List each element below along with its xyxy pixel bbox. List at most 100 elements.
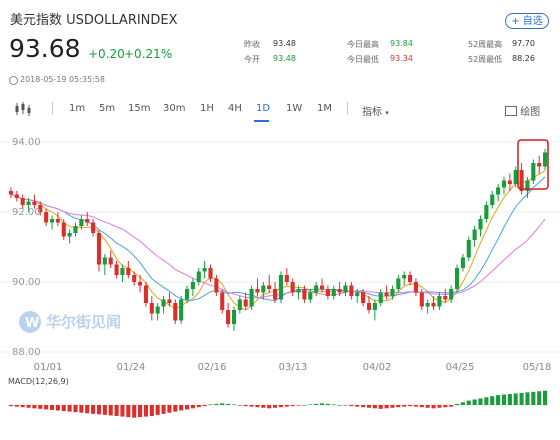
candle-body [249, 289, 254, 307]
x-tick-label: 03/13 [279, 362, 308, 373]
macd-bar [8, 405, 13, 407]
macd-bar [337, 405, 342, 406]
svg-text:W: W [25, 316, 39, 331]
macd-bar [231, 404, 237, 406]
candle-body [138, 282, 143, 286]
macd-bar [108, 405, 113, 416]
macd-bar [226, 403, 231, 405]
active-tab-indicator [254, 120, 269, 122]
tab-1h[interactable]: 1H [200, 103, 214, 114]
ma-line [10, 194, 546, 299]
macd-bar [96, 405, 102, 415]
candle-body [220, 292, 225, 310]
macd-bar [284, 405, 289, 407]
tab-1d[interactable]: 1D [256, 103, 271, 114]
candle-body [349, 285, 354, 296]
candle-body [296, 289, 301, 293]
candle-body [402, 275, 407, 279]
candle-body [490, 194, 495, 205]
candle-body [126, 268, 131, 275]
add-to-watchlist-button[interactable]: + 自选 [505, 13, 549, 29]
candle-body [302, 289, 307, 300]
candle-body [460, 257, 465, 268]
candle-body [372, 303, 377, 310]
x-tick-label: 05/18 [523, 362, 552, 373]
candle-body [61, 222, 66, 237]
macd-bar [343, 405, 348, 406]
candle-body [108, 257, 113, 265]
tab-15m[interactable]: 15m [128, 103, 151, 114]
watermark-logo-icon [19, 311, 41, 333]
candle-body [343, 285, 348, 293]
indicator-menu[interactable]: 指标 ▾ [362, 103, 389, 118]
candle-body [361, 292, 366, 303]
caret-down-icon: ▾ [385, 109, 389, 117]
candle-body [378, 292, 383, 303]
timestamp: 2018-05-19 05:35:58 [20, 75, 105, 84]
macd-bar [396, 405, 401, 408]
tab-5m[interactable]: 5m [99, 103, 116, 114]
macd-bar [149, 405, 154, 416]
macd-bar [120, 405, 125, 417]
x-tick-label: 04/25 [446, 362, 475, 373]
macd-bar [478, 398, 483, 405]
candle-body [278, 275, 283, 300]
candle-body [308, 292, 313, 300]
candle-body [96, 233, 102, 265]
candles [8, 149, 548, 331]
macd-bar [132, 405, 137, 418]
stat-label-52w-high: 52周最高 [468, 40, 503, 49]
y-tick-label: 90.00 [12, 277, 41, 288]
candlestick-chart-icon[interactable] [13, 100, 33, 118]
candle-body [396, 278, 401, 289]
page-title: 美元指数 USDOLLARINDEX [10, 13, 178, 28]
draw-button[interactable]: 绘图 [505, 103, 540, 118]
tab-30m[interactable]: 30m [163, 103, 186, 114]
candle-body [155, 306, 160, 314]
macd-bar [91, 405, 96, 414]
stat-label-prev-close: 昨收 [244, 40, 260, 49]
candle-body [190, 282, 195, 289]
macd-bar [38, 405, 43, 409]
macd-bar [102, 405, 107, 415]
macd-bar [44, 405, 49, 410]
candle-body [261, 285, 266, 293]
highlight-box [517, 139, 549, 190]
macd-bar [349, 405, 354, 407]
ma-line [10, 176, 546, 302]
tab-1mo[interactable]: 1M [317, 103, 332, 114]
tab-1w[interactable]: 1W [286, 103, 303, 114]
current-price: 93.68 [9, 34, 81, 63]
candle-body [366, 303, 372, 310]
candlestick-chart[interactable]: 94.00 92.00 90.00 88.00 01/01 01/24 02/16 03/1… [0, 126, 560, 440]
macd-bar [513, 393, 518, 405]
tab-4h[interactable]: 4H [228, 103, 242, 114]
candle-body [437, 296, 442, 307]
candle-body [179, 299, 184, 321]
macd-bar [167, 405, 172, 413]
candle-body [484, 205, 489, 219]
macd-bar [490, 396, 495, 405]
candle-body [331, 289, 336, 296]
candle-body [237, 299, 242, 310]
candle-body [425, 303, 430, 307]
macd-bar [85, 405, 90, 414]
macd-bar [408, 405, 413, 407]
macd-bar [308, 404, 313, 406]
tab-1m[interactable]: 1m [69, 103, 86, 114]
candle-body [449, 289, 454, 300]
macd-bar [325, 403, 330, 405]
macd-bar [355, 405, 360, 407]
candle-body [14, 194, 19, 198]
candle-body [513, 170, 518, 184]
macd-bar [161, 405, 166, 414]
macd-bar [49, 405, 55, 410]
macd-bar [372, 405, 377, 409]
watermark-text: 华尔街见闻 [46, 313, 121, 331]
macd-bar [466, 400, 471, 405]
macd-bar [273, 405, 278, 408]
candle-body [91, 222, 96, 233]
y-tick-label: 92.00 [12, 207, 41, 218]
candle-body [73, 226, 78, 233]
candle-body [466, 240, 471, 258]
